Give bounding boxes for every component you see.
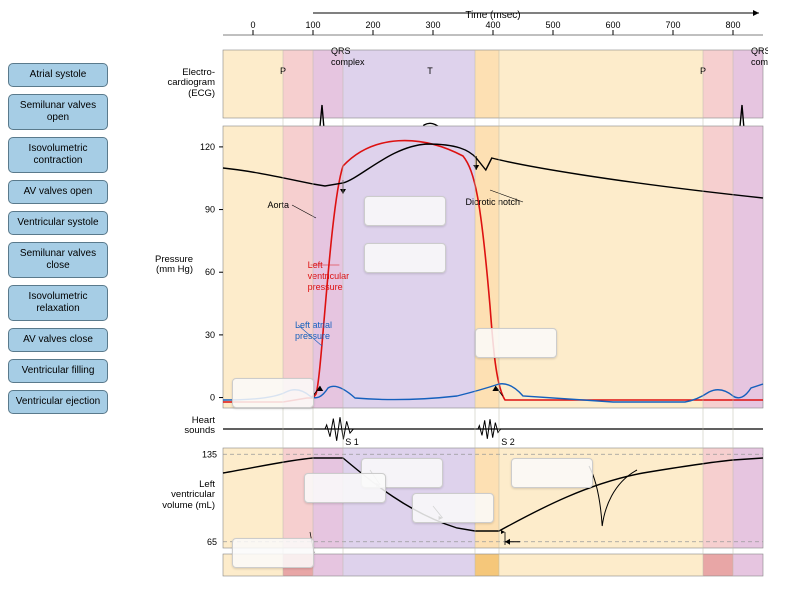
draggable-label[interactable]: Isovolumetric contraction	[8, 137, 108, 173]
draggable-label[interactable]: Atrial systole	[8, 63, 108, 87]
pressure-axis-label: Pressure(mm Hg)	[128, 255, 193, 276]
draggable-label[interactable]: Ventricular ejection	[8, 390, 108, 414]
svg-text:700: 700	[665, 20, 680, 30]
svg-text:0: 0	[250, 20, 255, 30]
label-dropzone[interactable]	[364, 196, 446, 226]
svg-text:QRScomplex: QRScomplex	[751, 46, 768, 67]
draggable-label[interactable]: Semilunar valves open	[8, 94, 108, 130]
draggable-labels-column: Atrial systole Semilunar valves open Isovo…	[8, 8, 108, 591]
svg-text:500: 500	[545, 20, 560, 30]
svg-text:Left atrialpressure: Left atrialpressure	[295, 320, 332, 341]
draggable-label[interactable]: AV valves open	[8, 180, 108, 204]
ecg-axis-label: Electro-cardiogram(ECG)	[128, 68, 215, 99]
svg-text:120: 120	[200, 142, 215, 152]
label-dropzone[interactable]	[364, 243, 446, 273]
svg-text:300: 300	[425, 20, 440, 30]
svg-text:S 2: S 2	[501, 437, 515, 447]
wiggers-diagram: Time (msec)0100200300400500600700800PQRS…	[128, 8, 802, 591]
sounds-axis-label: Heartsounds	[128, 416, 215, 437]
draggable-label[interactable]: Ventricular systole	[8, 211, 108, 235]
svg-text:0: 0	[210, 393, 215, 403]
label-dropzone[interactable]	[304, 473, 386, 503]
svg-text:60: 60	[205, 267, 215, 277]
svg-text:600: 600	[605, 20, 620, 30]
svg-text:400: 400	[485, 20, 500, 30]
label-dropzone[interactable]	[232, 378, 314, 408]
svg-text:135: 135	[202, 449, 217, 459]
label-dropzone[interactable]	[232, 538, 314, 568]
svg-text:200: 200	[365, 20, 380, 30]
svg-text:30: 30	[205, 330, 215, 340]
draggable-label[interactable]: Isovolumetric relaxation	[8, 285, 108, 321]
draggable-label[interactable]: Semilunar valves close	[8, 242, 108, 278]
volume-axis-label: Leftventricularvolume (mL)	[128, 480, 215, 511]
svg-text:S 1: S 1	[345, 437, 359, 447]
label-dropzone[interactable]	[475, 328, 557, 358]
draggable-label[interactable]: AV valves close	[8, 328, 108, 352]
svg-text:T: T	[427, 66, 433, 76]
label-dropzone[interactable]	[511, 458, 593, 488]
svg-text:65: 65	[207, 537, 217, 547]
label-dropzone[interactable]	[412, 493, 494, 523]
svg-text:Dicrotic notch: Dicrotic notch	[465, 197, 520, 207]
svg-text:Aorta: Aorta	[267, 200, 289, 210]
draggable-label[interactable]: Ventricular filling	[8, 359, 108, 383]
svg-text:90: 90	[205, 205, 215, 215]
svg-text:100: 100	[305, 20, 320, 30]
svg-text:800: 800	[725, 20, 740, 30]
svg-text:QRScomplex: QRScomplex	[331, 46, 365, 67]
